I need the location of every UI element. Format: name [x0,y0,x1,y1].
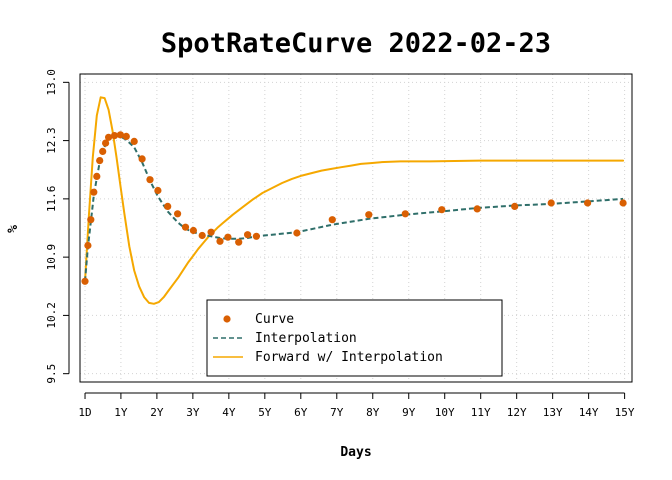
legend-marker-curve [223,315,231,323]
curve-point [102,139,110,147]
x-tick-label: 4Y [222,406,236,419]
x-tick-label: 3Y [186,406,200,419]
curve-point [130,137,138,145]
chart-title: SpotRateCurve 2022-02-23 [161,28,551,59]
curve-point [93,172,101,180]
curve-point [619,199,627,207]
x-tick-label: 1Y [114,406,128,419]
plot-frame [79,73,633,383]
curve-point [181,223,190,231]
series-layer [81,96,627,305]
curve-point [154,186,162,195]
curve-point [252,232,260,240]
y-tick-label: 10.2 [45,302,58,329]
x-tick-label: 14Y [579,406,599,419]
x-tick-label: 2Y [150,406,164,419]
y-tick-label: 11.6 [45,186,58,213]
curve-point [174,210,182,218]
curve-point [110,132,119,140]
curve-point [81,277,89,285]
series-line-forward [84,96,625,305]
x-tick-label: 9Y [402,406,416,419]
x-tick-label: 7Y [330,406,344,419]
x-tick-label: 12Y [507,406,527,419]
legend-label: Forward w/ Interpolation [255,350,443,365]
y-tick-label: 13.0 [45,69,58,96]
curve-point [584,199,592,207]
y-axis-label: % [6,225,21,233]
x-tick-label: 11Y [471,406,491,419]
x-axis-label: Days [340,445,371,460]
x-tick-label: 10Y [435,406,455,419]
curve-point [99,147,107,155]
curve-point [328,216,336,224]
curve-point [547,199,555,207]
y-tick-label: 10.9 [45,244,58,271]
curve-point [105,133,113,141]
curve-point [90,188,98,196]
curve-point [216,237,224,245]
x-tick-label: 15Y [615,406,635,419]
axes: 9.5 10.2 10.9 11.6 12.3 13.0 1D 1Y 2Y 3Y 4Y 5Y 6Y 7Y 8… [45,69,635,419]
curve-point [365,211,373,219]
legend: Curve Interpolation Forward w/ Interpolati… [206,299,503,377]
x-tick-label: 8Y [366,406,380,419]
x-tick-label: 13Y [543,406,563,419]
curve-point [511,202,519,210]
x-tick-label: 6Y [294,406,308,419]
curve-point [244,231,252,239]
y-tick-label: 9.5 [45,364,58,384]
curve-point [164,202,172,210]
y-tick-label: 12.3 [45,127,58,154]
curve-point [401,210,409,218]
legend-label: Interpolation [255,331,357,346]
legend-box [206,299,503,377]
curve-point [438,206,446,214]
curve-point [116,131,124,139]
curve-point [224,233,232,241]
curve-point [87,216,95,224]
curve-point [235,238,243,246]
curve-point [96,157,104,165]
curve-point [207,228,215,236]
curve-point [293,229,301,237]
curve-point [138,155,146,163]
curve-point [122,132,130,140]
x-tick-label: 1D [78,406,91,419]
curve-point [84,241,92,250]
x-tick-label: 5Y [258,406,272,419]
curve-point [146,176,154,184]
curve-point [473,205,481,213]
legend-label: Curve [255,312,294,327]
curve-point [198,231,206,240]
curve-point [189,226,197,235]
